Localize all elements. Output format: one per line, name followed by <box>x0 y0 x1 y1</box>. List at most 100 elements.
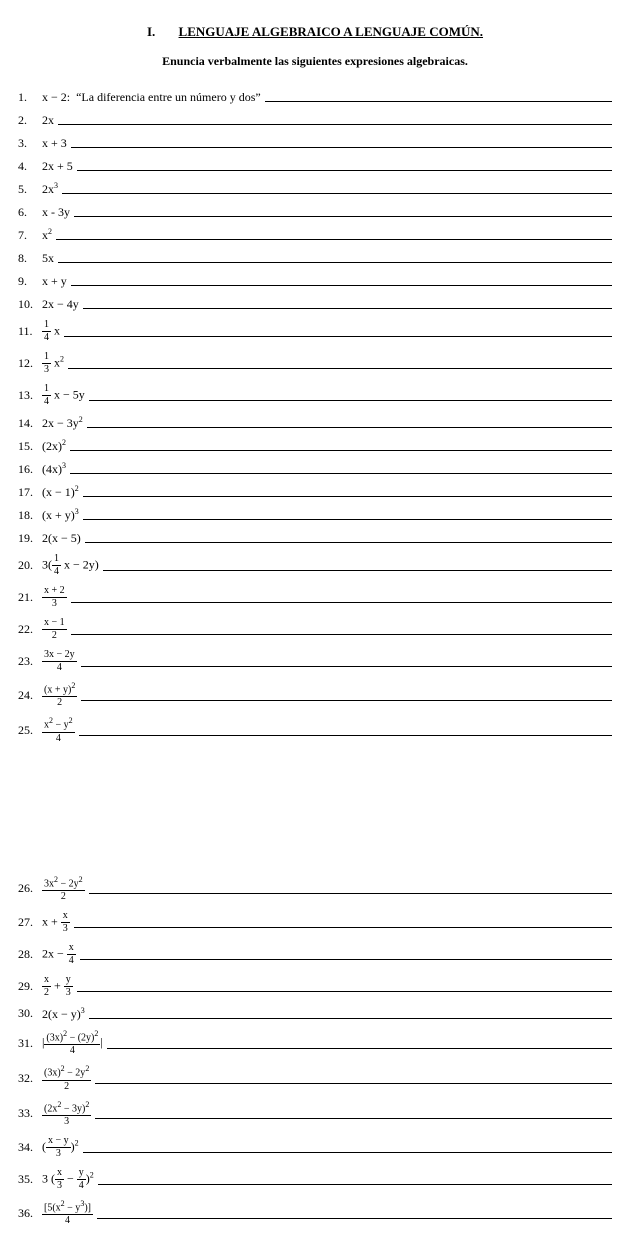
item-expression: x − 2: <box>42 90 74 105</box>
exercise-item: 20.3(14 x − 2y) <box>18 551 612 580</box>
answer-blank-line <box>80 949 612 960</box>
item-expression: 14 x − 5y <box>42 384 89 407</box>
item-expression: 3x2 − 2y22 <box>42 876 89 902</box>
item-number: 14. <box>18 416 40 431</box>
item-number: 35. <box>18 1172 40 1187</box>
exercise-list-1: 1.x − 2:“La diferencia entre un número y… <box>18 87 612 747</box>
item-expression: 2(x − y)3 <box>42 1006 89 1022</box>
item-number: 4. <box>18 159 40 174</box>
exercise-item: 23.3x − 2y4 <box>18 647 612 676</box>
answer-blank-line <box>79 725 612 736</box>
answer-blank-line <box>71 276 612 287</box>
item-expression: x + 3 <box>42 136 71 151</box>
item-expression: (2x2 − 3y)23 <box>42 1101 95 1127</box>
exercise-item: 19.2(x − 5) <box>18 528 612 548</box>
exercise-item: 25.x2 − y24 <box>18 714 612 746</box>
exercise-item: 18.(x + y)3 <box>18 505 612 525</box>
exercise-item: 32.(3x)2 − 2y22 <box>18 1062 612 1094</box>
item-expression: (4x)3 <box>42 461 70 477</box>
item-number: 16. <box>18 462 40 477</box>
exercise-item: 9.x + y <box>18 271 612 291</box>
exercise-item: 27.x + x3 <box>18 908 612 937</box>
item-expression: 2x − 4y <box>42 297 83 312</box>
answer-blank-line <box>95 1108 612 1119</box>
item-number: 33. <box>18 1106 40 1121</box>
answer-blank-line <box>85 533 612 544</box>
item-number: 34. <box>18 1140 40 1155</box>
item-expression: x2 <box>42 227 56 243</box>
exercise-item: 24.(x + y)22 <box>18 679 612 711</box>
item-answer: “La diferencia entre un número y dos” <box>74 90 265 105</box>
page-subtitle: Enuncia verbalmente las siguientes expre… <box>18 54 612 69</box>
item-number: 15. <box>18 439 40 454</box>
item-expression: (x + y)22 <box>42 682 81 708</box>
answer-blank-line <box>58 253 612 264</box>
item-number: 5. <box>18 182 40 197</box>
answer-blank-line <box>83 487 612 498</box>
exercise-item: 13.14 x − 5y <box>18 381 612 410</box>
item-number: 1. <box>18 90 40 105</box>
answer-blank-line <box>81 656 612 667</box>
item-expression: x + x3 <box>42 911 74 934</box>
exercise-item: 2.2x <box>18 110 612 130</box>
answer-blank-line <box>74 207 612 218</box>
answer-blank-line <box>64 326 612 337</box>
item-expression: x2 − y24 <box>42 717 79 743</box>
answer-blank-line <box>95 1073 612 1084</box>
answer-blank-line <box>265 92 612 103</box>
answer-blank-line <box>71 138 612 149</box>
exercise-item: 10.2x − 4y <box>18 294 612 314</box>
item-number: 7. <box>18 228 40 243</box>
item-number: 23. <box>18 654 40 669</box>
item-expression: 5x <box>42 251 58 266</box>
item-number: 36. <box>18 1206 40 1221</box>
answer-blank-line <box>89 1009 612 1020</box>
item-number: 19. <box>18 531 40 546</box>
exercise-item: 7.x2 <box>18 225 612 245</box>
item-expression: x2 + y3 <box>42 975 77 998</box>
item-number: 32. <box>18 1071 40 1086</box>
item-expression: (x − 1)2 <box>42 484 83 500</box>
exercise-item: 17.(x − 1)2 <box>18 482 612 502</box>
exercise-item: 22.x − 12 <box>18 615 612 644</box>
item-expression: x + y <box>42 274 71 289</box>
item-expression: x - 3y <box>42 205 74 220</box>
item-number: 20. <box>18 558 40 573</box>
section-number: I. <box>147 24 155 40</box>
page-title: LENGUAJE ALGEBRAICO A LENGUAJE COMÚN. <box>179 24 483 39</box>
exercise-item: 14.2x − 3y2 <box>18 413 612 433</box>
item-number: 26. <box>18 881 40 896</box>
item-expression: (3x)2 − 2y22 <box>42 1065 95 1091</box>
item-expression: 14 x <box>42 320 64 343</box>
item-expression: 2(x − 5) <box>42 531 85 546</box>
item-number: 17. <box>18 485 40 500</box>
exercise-item: 1.x − 2:“La diferencia entre un número y… <box>18 87 612 107</box>
answer-blank-line <box>56 230 612 241</box>
answer-blank-line <box>89 390 612 401</box>
item-expression: 13 x2 <box>42 352 68 375</box>
answer-blank-line <box>98 1174 612 1185</box>
exercise-item: 15.(2x)2 <box>18 436 612 456</box>
exercise-item: 8.5x <box>18 248 612 268</box>
item-expression: [5(x2 − y3)]4 <box>42 1200 97 1226</box>
exercise-item: 34.(x − y3)2 <box>18 1133 612 1162</box>
item-number: 3. <box>18 136 40 151</box>
item-expression: 3x − 2y4 <box>42 650 81 673</box>
answer-blank-line <box>70 441 612 452</box>
exercise-item: 6.x - 3y <box>18 202 612 222</box>
item-number: 11. <box>18 324 40 339</box>
exercise-item: 35.3 (x3 − y4)2 <box>18 1165 612 1194</box>
item-expression: |(3x)2 − (2y)24| <box>42 1030 107 1056</box>
exercise-item: 12.13 x2 <box>18 349 612 378</box>
answer-blank-line <box>83 1142 612 1153</box>
exercise-item: 28.2x − x4 <box>18 940 612 969</box>
item-number: 31. <box>18 1036 40 1051</box>
item-number: 21. <box>18 590 40 605</box>
answer-blank-line <box>77 161 612 172</box>
answer-blank-line <box>68 358 612 369</box>
exercise-item: 16.(4x)3 <box>18 459 612 479</box>
answer-blank-line <box>58 115 612 126</box>
answer-blank-line <box>77 981 612 992</box>
item-expression: x + 23 <box>42 586 71 609</box>
exercise-item: 3.x + 3 <box>18 133 612 153</box>
